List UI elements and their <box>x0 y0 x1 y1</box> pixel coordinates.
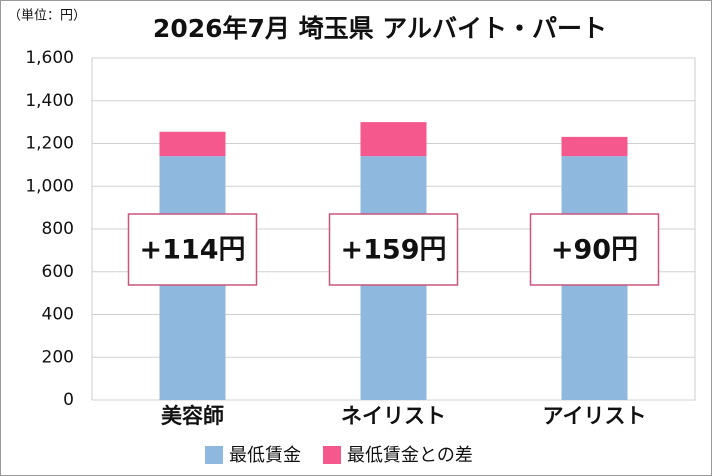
value-label-box <box>127 213 258 286</box>
y-tick-label: 800 <box>42 219 74 239</box>
bar-segment <box>159 131 226 157</box>
y-tick-label: 1,200 <box>25 134 74 154</box>
y-unit-label: （単位：円） <box>8 8 86 24</box>
value-label-box <box>529 213 660 286</box>
y-tick-label: 400 <box>42 305 74 325</box>
legend-label: 最低賃金 <box>229 445 301 466</box>
x-tick-label: ネイリスト <box>341 404 446 428</box>
value-label-box <box>328 213 459 286</box>
legend-swatch <box>323 446 341 464</box>
y-tick-label: 1,000 <box>25 176 74 196</box>
x-tick-label: アイリスト <box>543 404 647 428</box>
legend-label: 最低賃金との差 <box>347 445 473 466</box>
y-tick-label: 600 <box>42 262 74 282</box>
y-tick-label: 1,400 <box>25 91 74 111</box>
chart-title: 2026年7月 埼玉県 アルバイト・パート <box>153 14 607 43</box>
legend-swatch <box>205 446 223 464</box>
y-tick-label: 0 <box>63 390 74 410</box>
bar-segment <box>561 136 628 157</box>
value-label: +159円 <box>341 235 447 266</box>
value-label: +114円 <box>140 235 246 266</box>
value-label: +90円 <box>551 235 638 266</box>
bar-segment <box>360 122 427 157</box>
x-tick-label: 美容師 <box>161 404 224 428</box>
y-tick-label: 1,600 <box>25 48 74 68</box>
y-tick-label: 200 <box>42 347 74 367</box>
